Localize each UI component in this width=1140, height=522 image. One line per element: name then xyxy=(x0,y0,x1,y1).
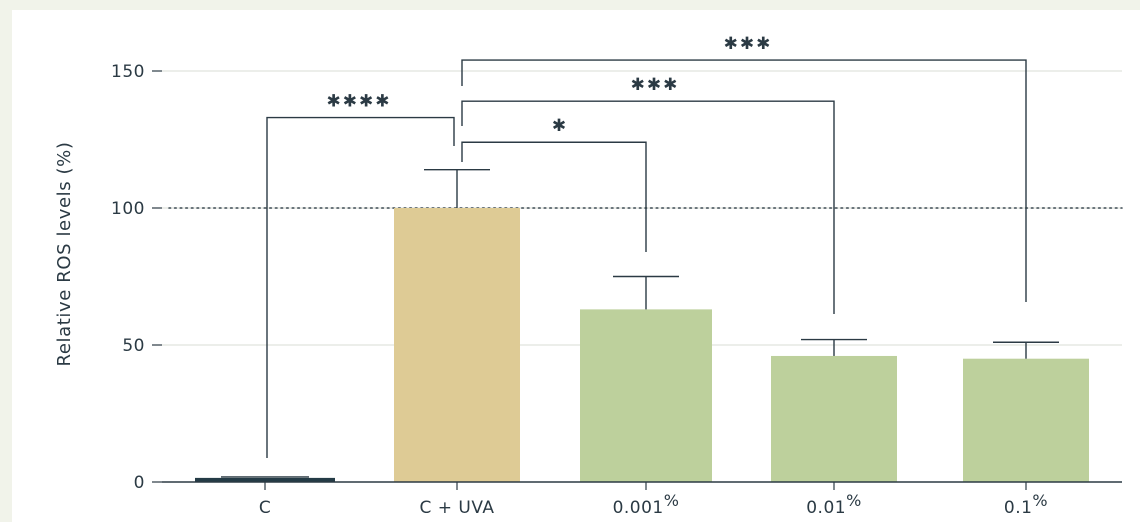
y-tick-label-0: 0 xyxy=(134,473,145,493)
bar-1 xyxy=(394,208,520,482)
bar-2 xyxy=(580,309,712,482)
bar-4 xyxy=(963,358,1089,482)
significance-label-2: ✱✱✱ xyxy=(631,75,680,95)
significance-bracket-1 xyxy=(461,141,647,252)
bar-0 xyxy=(195,477,335,482)
significance-bracket-0 xyxy=(266,116,455,458)
x-tick-label-2: 0.001% xyxy=(613,491,680,518)
y-tick-label-150: 150 xyxy=(111,62,145,82)
x-tick-label-1: C + UVA xyxy=(419,498,494,518)
significance-label-3: ✱✱✱ xyxy=(724,34,773,54)
significance-bracket-3 xyxy=(461,59,1027,302)
significance-label-1: ✱ xyxy=(552,116,568,136)
x-tick-label-3: 0.01% xyxy=(806,491,862,518)
y-axis-title: Relative ROS levels (%) xyxy=(54,142,75,367)
x-tick-label-0: C xyxy=(259,498,271,518)
y-tick-label-50: 50 xyxy=(122,336,145,356)
bar-3 xyxy=(771,355,897,482)
x-tick-label-4: 0.1% xyxy=(1004,491,1048,518)
y-tick-label-100: 100 xyxy=(111,199,145,219)
significance-bracket-2 xyxy=(461,100,835,314)
significance-label-0: ✱✱✱✱ xyxy=(327,92,392,112)
